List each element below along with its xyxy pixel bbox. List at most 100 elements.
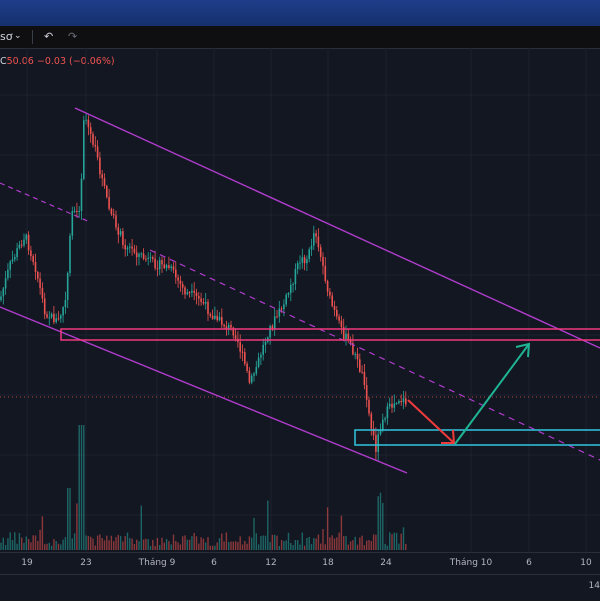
volume-bar xyxy=(260,536,262,550)
candle-body xyxy=(145,258,147,260)
candle-body xyxy=(124,245,126,250)
candle-body xyxy=(147,257,149,259)
volume-bar xyxy=(34,535,37,550)
candle-body xyxy=(379,429,382,435)
candle-body xyxy=(14,257,16,260)
volume-bar xyxy=(106,535,108,550)
price-chart[interactable] xyxy=(0,48,600,552)
candle-body xyxy=(382,419,384,430)
volume-bar xyxy=(377,496,379,550)
chart-toolbar: sơ ⌄ ↶ ↷ xyxy=(0,26,600,49)
volume-bar xyxy=(303,545,306,550)
volume-bar xyxy=(57,543,60,550)
volume-bar xyxy=(368,540,370,550)
volume-bar xyxy=(55,541,57,550)
candle-body xyxy=(388,403,391,407)
volume-bar xyxy=(0,542,2,550)
volume-bar xyxy=(168,541,170,550)
volume-bar xyxy=(67,488,69,550)
candle-body xyxy=(154,258,156,269)
chevron-down-icon[interactable]: ⌄ xyxy=(14,31,22,41)
candle-body xyxy=(89,127,92,134)
candle-body xyxy=(313,233,315,246)
candle-body xyxy=(195,292,198,297)
volume-bar xyxy=(179,544,182,550)
volume-bar xyxy=(264,535,267,550)
candle-body xyxy=(179,280,182,284)
candle-body xyxy=(186,292,189,295)
candle-body xyxy=(326,281,329,292)
candle-body xyxy=(60,315,62,319)
volume-bar xyxy=(322,529,324,550)
volume-bar xyxy=(80,425,83,550)
candle-body xyxy=(338,316,340,321)
time-tick: 18 xyxy=(322,558,334,568)
candle-body xyxy=(2,288,5,297)
candle-body xyxy=(117,227,120,235)
volume-bars xyxy=(0,425,407,550)
candle-body xyxy=(221,317,223,325)
volume-bar xyxy=(18,533,21,550)
volume-bar xyxy=(363,545,366,550)
volume-bar xyxy=(193,533,195,550)
volume-bar xyxy=(329,537,331,550)
candle-body xyxy=(204,301,207,304)
candle-body xyxy=(87,119,90,128)
volume-bar xyxy=(53,539,55,550)
volume-bar xyxy=(214,545,216,550)
support-zone-box xyxy=(354,429,600,446)
volume-bar xyxy=(306,538,308,550)
candle-body xyxy=(202,302,205,304)
volume-bar xyxy=(76,503,78,550)
volume-bar xyxy=(294,540,297,550)
candle-body xyxy=(175,269,177,278)
volume-bar xyxy=(269,542,271,550)
candle-body xyxy=(285,294,287,305)
candle-body xyxy=(163,264,166,269)
volume-bar xyxy=(234,541,237,550)
candle-body xyxy=(310,245,313,250)
candle-body xyxy=(69,235,71,274)
volume-bar xyxy=(379,492,382,550)
candle-body xyxy=(106,185,108,198)
toolbar-separator xyxy=(32,30,33,44)
volume-bar xyxy=(308,537,310,550)
volume-bar xyxy=(195,536,198,550)
candle-body xyxy=(250,375,253,383)
volume-bar xyxy=(39,529,41,550)
candle-body xyxy=(71,211,74,236)
candle-body xyxy=(306,259,308,264)
volume-bar xyxy=(292,545,294,550)
candle-body xyxy=(294,269,297,284)
candle-body xyxy=(27,234,30,251)
candle-body xyxy=(342,327,345,339)
volume-bar xyxy=(310,544,313,550)
symbol-selector-label[interactable]: sơ xyxy=(0,30,13,43)
volume-bar xyxy=(30,542,32,550)
candle-body xyxy=(168,265,170,268)
candle-body xyxy=(149,257,152,259)
candle-body xyxy=(177,277,179,281)
volume-bar xyxy=(191,536,193,550)
undo-icon[interactable]: ↶ xyxy=(44,30,54,43)
channel-lower-line xyxy=(0,306,408,474)
volume-bar xyxy=(384,543,386,550)
volume-bar xyxy=(41,516,44,550)
close-prefix: C xyxy=(0,56,7,67)
time-tick: 23 xyxy=(80,558,92,568)
candle-body xyxy=(119,231,122,235)
candle-body xyxy=(393,403,396,408)
candle-body xyxy=(216,315,218,321)
candle-body xyxy=(359,359,361,372)
candle-body xyxy=(345,333,347,339)
volume-bar xyxy=(280,540,283,550)
candle-body xyxy=(354,353,356,355)
volume-bar xyxy=(313,538,315,550)
candle-body xyxy=(41,287,44,299)
redo-icon[interactable]: ↷ xyxy=(68,30,78,43)
volume-bar xyxy=(108,540,110,550)
candle-body xyxy=(135,252,138,258)
volume-bar xyxy=(248,536,251,550)
volume-bar xyxy=(297,540,299,550)
candle-body xyxy=(43,298,46,315)
